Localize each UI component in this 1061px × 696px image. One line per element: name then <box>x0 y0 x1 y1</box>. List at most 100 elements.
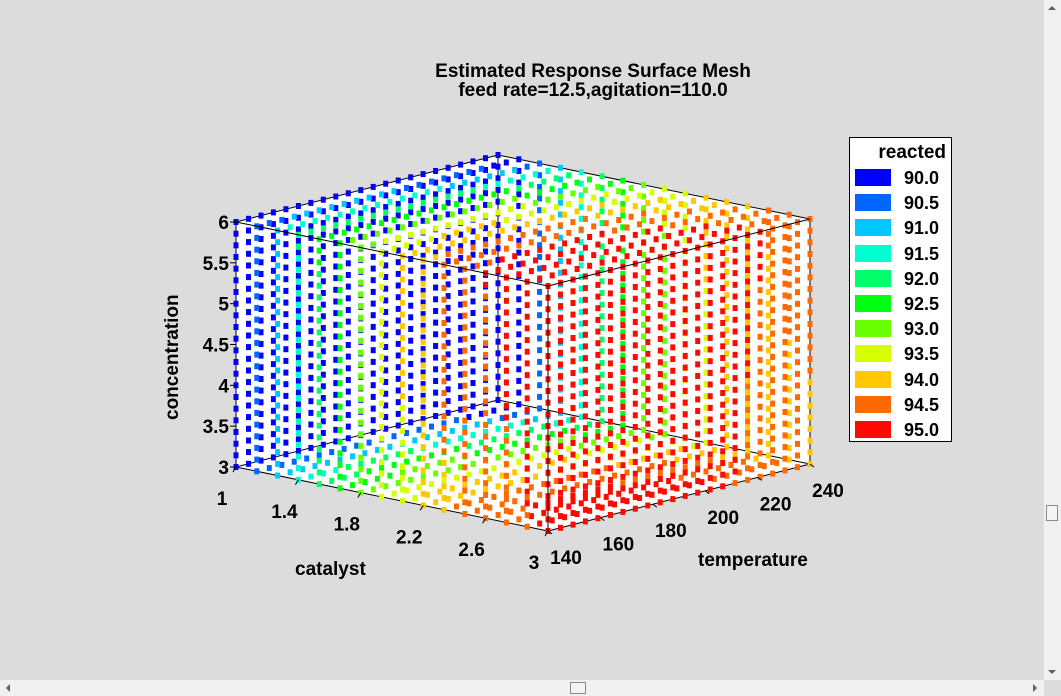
mesh-point <box>782 350 788 357</box>
mesh-point <box>599 371 605 378</box>
mesh-point <box>558 251 563 258</box>
mesh-point <box>661 419 667 426</box>
mesh-point <box>478 497 484 504</box>
mesh-point <box>524 192 530 199</box>
mesh-point <box>745 238 751 245</box>
mesh-point <box>516 202 522 209</box>
mesh-point <box>420 369 426 376</box>
horizontal-scroll-thumb[interactable] <box>570 682 586 694</box>
mesh-point <box>445 438 451 445</box>
mesh-point <box>449 485 455 492</box>
mesh-point <box>370 486 376 493</box>
mesh-point <box>686 453 692 460</box>
mesh-point <box>254 293 260 300</box>
mesh-point <box>703 404 709 411</box>
mesh-point <box>337 403 343 410</box>
mesh-point <box>345 318 351 325</box>
mesh-point <box>462 208 468 215</box>
horizontal-scrollbar[interactable] <box>0 680 1044 696</box>
mesh-point <box>587 205 592 212</box>
mesh-point <box>379 260 385 267</box>
mesh-point <box>745 337 751 343</box>
mesh-point <box>487 230 493 237</box>
mesh-point <box>420 264 426 271</box>
legend-swatch <box>855 345 891 363</box>
scroll-left-icon[interactable] <box>3 682 13 694</box>
mesh-point <box>379 412 385 419</box>
mesh-point <box>295 278 301 285</box>
mesh-point <box>641 286 647 293</box>
vertical-scrollbar[interactable] <box>1044 0 1061 680</box>
mesh-point <box>295 424 301 431</box>
vertical-scroll-thumb[interactable] <box>1046 505 1058 521</box>
mesh-point <box>603 248 609 255</box>
mesh-point <box>474 479 480 485</box>
mesh-point <box>557 176 563 183</box>
mesh-point <box>549 488 555 495</box>
mesh-point <box>333 321 339 328</box>
mesh-point <box>441 420 447 427</box>
mesh-point <box>524 430 530 437</box>
mesh-point <box>578 262 584 269</box>
mesh-point <box>620 473 626 480</box>
mesh-point <box>595 386 601 393</box>
mesh-point <box>295 325 301 332</box>
mesh-point <box>503 332 509 339</box>
mesh-point <box>620 333 626 340</box>
mesh-point <box>254 269 260 276</box>
mesh-point <box>362 479 368 485</box>
mesh-point <box>258 212 264 219</box>
mesh-point <box>420 404 426 411</box>
mesh-point <box>661 209 667 216</box>
mesh-point <box>533 502 538 509</box>
mesh-point <box>445 176 451 183</box>
mesh-point <box>657 499 663 506</box>
mesh-point <box>445 398 451 405</box>
mesh-point <box>607 488 613 495</box>
mesh-point <box>707 457 713 464</box>
mesh-point <box>520 476 526 483</box>
mesh-point <box>379 295 385 302</box>
mesh-point <box>524 221 530 228</box>
mesh-point <box>682 237 688 244</box>
mesh-point <box>786 433 792 440</box>
mesh-point <box>570 370 576 376</box>
mesh-point <box>724 303 730 310</box>
mesh-point <box>745 203 751 210</box>
mesh-point <box>399 428 405 435</box>
mesh-point <box>424 434 430 441</box>
mesh-point <box>308 351 314 358</box>
mesh-point <box>528 268 534 275</box>
mesh-point <box>316 387 322 394</box>
mesh-point <box>537 382 543 389</box>
mesh-point <box>807 239 813 246</box>
mesh-point <box>703 194 709 201</box>
mesh-point <box>395 189 401 196</box>
mesh-point <box>657 394 663 401</box>
mesh-point <box>745 249 751 256</box>
mesh-point <box>745 430 751 437</box>
mesh-point <box>320 383 326 390</box>
mesh-point <box>661 214 667 221</box>
scroll-right-icon[interactable] <box>1030 682 1040 694</box>
mesh-point <box>470 403 476 410</box>
mesh-point <box>254 258 260 265</box>
mesh-point <box>595 184 601 190</box>
mesh-point <box>333 345 339 352</box>
mesh-point <box>462 277 468 284</box>
mesh-point <box>691 442 696 449</box>
mesh-point <box>695 291 701 298</box>
mesh-point <box>308 444 314 451</box>
mesh-point <box>246 449 251 456</box>
legend-swatch <box>855 269 891 287</box>
mesh-point <box>495 512 501 518</box>
mesh-point <box>424 463 430 469</box>
mesh-point <box>707 486 713 493</box>
mesh-point <box>445 193 451 200</box>
mesh-point <box>503 437 509 444</box>
scroll-down-icon[interactable] <box>1047 666 1057 678</box>
scroll-up-icon[interactable] <box>1047 2 1057 14</box>
mesh-point <box>478 223 484 230</box>
mesh-point <box>570 463 576 470</box>
mesh-point <box>620 200 626 207</box>
